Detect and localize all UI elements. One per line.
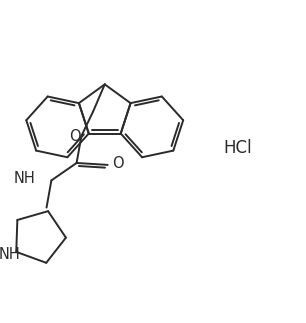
Text: O: O [113,156,124,172]
Text: NH: NH [0,247,21,262]
Text: O: O [69,129,80,144]
Text: NH: NH [14,171,36,186]
Text: HCl: HCl [223,140,252,157]
